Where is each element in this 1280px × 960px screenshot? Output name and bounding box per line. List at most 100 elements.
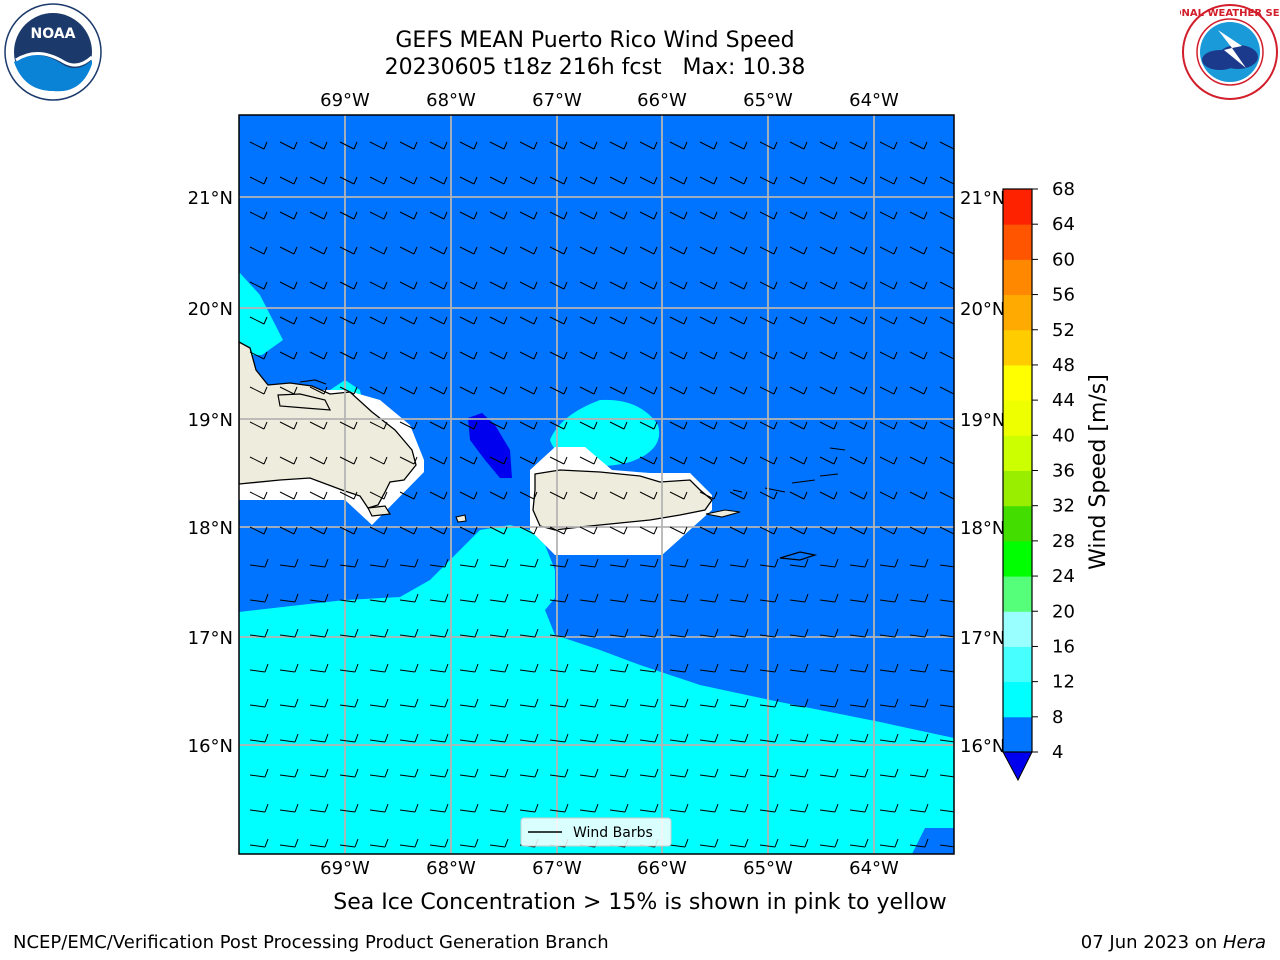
wind-barb bbox=[279, 351, 298, 360]
wind-barb bbox=[519, 281, 538, 290]
wind-barb bbox=[579, 211, 598, 220]
colorbar-segment bbox=[1003, 364, 1032, 401]
wind-barb bbox=[759, 838, 779, 848]
lat-label-right: 18°N bbox=[960, 518, 1005, 539]
wind-barb bbox=[759, 421, 778, 430]
wind-barb bbox=[579, 421, 598, 430]
wind-barb bbox=[939, 281, 954, 290]
colorbar-segment bbox=[1003, 435, 1032, 471]
wind-barb bbox=[699, 176, 718, 185]
wind-barbs bbox=[249, 141, 954, 848]
wind-barb bbox=[489, 246, 508, 255]
wind-barb bbox=[729, 491, 748, 500]
wind-barb bbox=[459, 281, 478, 290]
wind-barb bbox=[819, 698, 839, 708]
wind-barb bbox=[309, 593, 329, 603]
wind-barb bbox=[789, 558, 809, 568]
wind-barb bbox=[729, 246, 748, 255]
wind-barb bbox=[309, 246, 328, 255]
wind-barb bbox=[579, 803, 599, 813]
wind-barb bbox=[249, 141, 268, 150]
wind-barb bbox=[489, 526, 508, 535]
lat-label-right: 20°N bbox=[960, 299, 1005, 320]
wind-barb bbox=[369, 176, 388, 185]
wind-barb bbox=[669, 281, 688, 290]
wind-barb bbox=[519, 386, 538, 395]
wind-barb bbox=[579, 316, 598, 325]
wind-barb bbox=[489, 733, 509, 743]
wind-barb bbox=[699, 663, 719, 673]
wind-barb bbox=[939, 809, 954, 813]
wind-barb bbox=[399, 246, 418, 255]
wind-barb bbox=[249, 593, 269, 603]
lon-label-bottom: 67°W bbox=[532, 858, 582, 879]
wind-barb bbox=[639, 246, 658, 255]
colorbar-segment bbox=[1003, 329, 1032, 366]
wind-barb bbox=[519, 456, 538, 465]
wind-barb bbox=[279, 663, 299, 673]
footer-host: Hera bbox=[1222, 932, 1266, 953]
wind-barb bbox=[609, 768, 629, 778]
wind-barb bbox=[669, 558, 689, 568]
wind-barb bbox=[429, 316, 448, 325]
wind-barb bbox=[849, 803, 869, 813]
wind-barb bbox=[549, 316, 568, 325]
wind-barb bbox=[819, 491, 838, 500]
wind-barb bbox=[909, 526, 928, 535]
wind-barb bbox=[309, 628, 329, 638]
wind-barb bbox=[639, 628, 659, 638]
wind-barb bbox=[699, 316, 718, 325]
wind-barb bbox=[459, 593, 479, 603]
lat-label-left: 20°N bbox=[188, 299, 233, 320]
wind-barb bbox=[849, 593, 869, 603]
wind-barb bbox=[579, 628, 599, 638]
wind-barb bbox=[609, 558, 629, 568]
lon-label-bottom: 64°W bbox=[849, 858, 899, 879]
wind-barb bbox=[639, 698, 659, 708]
wind-barb bbox=[789, 526, 808, 535]
wind-barb bbox=[909, 316, 928, 325]
colorbar-tick-label: 4 bbox=[1052, 742, 1063, 763]
wind-barb bbox=[249, 558, 269, 568]
wind-barb bbox=[609, 246, 628, 255]
wind-barb bbox=[489, 386, 508, 395]
wind-barb bbox=[699, 838, 719, 848]
wind-barb bbox=[609, 176, 628, 185]
wind-barb bbox=[699, 593, 719, 603]
wind-barb bbox=[279, 768, 299, 778]
colorbar-tick-label: 36 bbox=[1052, 461, 1075, 482]
noaa-text: NOAA bbox=[31, 26, 76, 42]
wind-barb bbox=[459, 176, 478, 185]
wind-barb bbox=[609, 628, 629, 638]
wind-region-under-4 bbox=[468, 413, 512, 478]
wind-barb bbox=[819, 803, 839, 813]
colorbar-tick-label: 60 bbox=[1052, 249, 1075, 270]
wind-barb bbox=[549, 351, 568, 360]
wind-barb bbox=[429, 351, 448, 360]
wind-barb bbox=[309, 211, 328, 220]
colorbar-tick-label: 8 bbox=[1052, 707, 1063, 728]
wind-barb bbox=[279, 176, 298, 185]
wind-barb bbox=[729, 456, 748, 465]
wind-barb bbox=[819, 733, 839, 743]
wind-barb bbox=[549, 211, 568, 220]
wind-barb bbox=[429, 526, 448, 535]
wind-barb bbox=[549, 768, 569, 778]
wind-barb bbox=[909, 663, 929, 673]
wind-barb bbox=[459, 698, 479, 708]
map-gridlines bbox=[239, 115, 954, 854]
wind-barb bbox=[789, 491, 808, 500]
wind-barb bbox=[459, 526, 478, 535]
wind-barb bbox=[939, 669, 954, 673]
wind-barb bbox=[879, 803, 899, 813]
wind-barb bbox=[309, 526, 328, 535]
wind-barb bbox=[729, 733, 749, 743]
wind-barb bbox=[879, 351, 898, 360]
wind-barb bbox=[669, 316, 688, 325]
wind-barb bbox=[369, 421, 388, 430]
wind-barb bbox=[849, 141, 868, 150]
wind-barb bbox=[879, 386, 898, 395]
wind-barb bbox=[429, 593, 449, 603]
wind-barb bbox=[579, 526, 598, 535]
wind-barb bbox=[369, 281, 388, 290]
